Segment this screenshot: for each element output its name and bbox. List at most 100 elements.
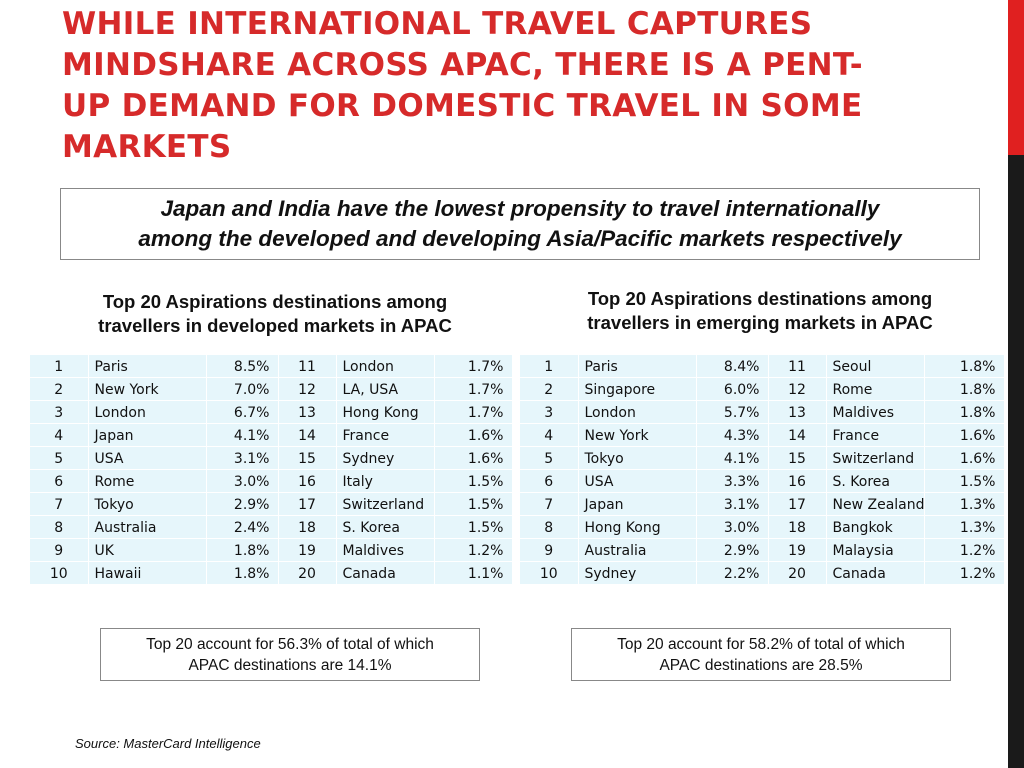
table-cell-pct: 1.8%	[924, 355, 1005, 378]
table-cell-pct: 1.7%	[434, 377, 513, 401]
table-row: 7 Japan 3.1% 17 New Zealand 1.3%	[520, 492, 1005, 516]
subtitle-line: among the developed and developing Asia/…	[138, 226, 902, 251]
table-cell-city: USA	[88, 446, 207, 470]
table-cell-rank: 5	[30, 446, 89, 470]
table-row: 1 Paris 8.4% 11 Seoul 1.8%	[520, 355, 1005, 378]
table-cell-rank: 14	[278, 423, 337, 447]
table-cell-rank: 13	[278, 400, 337, 424]
table-cell-rank: 20	[768, 561, 827, 585]
table-cell-pct: 2.9%	[696, 538, 769, 562]
table-cell-city: London	[578, 400, 697, 424]
table-cell-city: New Zealand	[826, 492, 925, 516]
emerging-summary-box: Top 20 account for 58.2% of total of whi…	[571, 628, 951, 681]
table-row: 5 USA 3.1% 15 Sydney 1.6%	[30, 446, 513, 470]
table-cell-pct: 2.9%	[206, 492, 279, 516]
table-cell-city: Singapore	[578, 377, 697, 401]
table-cell-pct: 1.1%	[434, 561, 513, 585]
table-cell-rank: 9	[520, 538, 579, 562]
table-row: 2 Singapore 6.0% 12 Rome 1.8%	[520, 377, 1005, 401]
table-cell-rank: 7	[520, 492, 579, 516]
table-cell-city: Paris	[578, 355, 697, 378]
table-cell-rank: 11	[278, 355, 337, 378]
table-row: 10 Sydney 2.2% 20 Canada 1.2%	[520, 561, 1005, 585]
table-row: 2 New York 7.0% 12 LA, USA 1.7%	[30, 377, 513, 401]
table-cell-pct: 3.1%	[696, 492, 769, 516]
table-cell-pct: 1.6%	[434, 423, 513, 447]
table-cell-city: Tokyo	[88, 492, 207, 516]
title-line: WHILE INTERNATIONAL TRAVEL CAPTURES	[62, 6, 813, 42]
table-cell-rank: 4	[30, 423, 89, 447]
table-cell-rank: 12	[768, 377, 827, 401]
title-line: MINDSHARE ACROSS APAC, THERE IS A PENT-	[62, 47, 863, 83]
table-cell-rank: 4	[520, 423, 579, 447]
table-row: 9 UK 1.8% 19 Maldives 1.2%	[30, 538, 513, 562]
developed-title-line: travellers in developed markets in APAC	[98, 315, 452, 336]
table-cell-pct: 7.0%	[206, 377, 279, 401]
table-cell-city: Sydney	[578, 561, 697, 585]
table-row: 6 USA 3.3% 16 S. Korea 1.5%	[520, 469, 1005, 493]
developed-title-line: Top 20 Aspirations destinations among	[102, 291, 448, 312]
table-cell-city: Seoul	[826, 355, 925, 378]
table-cell-pct: 1.6%	[434, 446, 513, 470]
table-row: 10 Hawaii 1.8% 20 Canada 1.1%	[30, 561, 513, 585]
table-cell-city: Maldives	[826, 400, 925, 424]
accent-bar-red	[1008, 0, 1024, 155]
table-cell-rank: 3	[520, 400, 579, 424]
table-cell-city: Canada	[826, 561, 925, 585]
table-cell-rank: 10	[520, 561, 579, 585]
table-cell-pct: 3.1%	[206, 446, 279, 470]
table-cell-pct: 1.2%	[434, 538, 513, 562]
table-cell-rank: 8	[520, 515, 579, 539]
table-cell-city: Switzerland	[336, 492, 435, 516]
table-cell-rank: 7	[30, 492, 89, 516]
table-cell-rank: 14	[768, 423, 827, 447]
table-cell-pct: 8.4%	[696, 355, 769, 378]
table-cell-city: New York	[88, 377, 207, 401]
table-row: 8 Hong Kong 3.0% 18 Bangkok 1.3%	[520, 515, 1005, 539]
table-cell-pct: 6.7%	[206, 400, 279, 424]
title-line: UP DEMAND FOR DOMESTIC TRAVEL IN SOME	[62, 88, 863, 124]
table-cell-rank: 9	[30, 538, 89, 562]
table-cell-pct: 1.3%	[924, 492, 1005, 516]
table-cell-city: New York	[578, 423, 697, 447]
developed-markets-table: 1 Paris 8.5% 11 London 1.7% 2 New York 7.0% 12 LA,…	[30, 355, 513, 585]
table-cell-city: Bangkok	[826, 515, 925, 539]
table-row: 4 New York 4.3% 14 France 1.6%	[520, 423, 1005, 447]
table-cell-city: France	[826, 423, 925, 447]
table-cell-rank: 1	[520, 355, 579, 378]
table-cell-pct: 1.8%	[206, 538, 279, 562]
table-row: 3 London 6.7% 13 Hong Kong 1.7%	[30, 400, 513, 424]
table-cell-pct: 8.5%	[206, 355, 279, 378]
table-cell-city: Tokyo	[578, 446, 697, 470]
table-cell-city: Switzerland	[826, 446, 925, 470]
table-cell-city: Maldives	[336, 538, 435, 562]
table-row: 3 London 5.7% 13 Maldives 1.8%	[520, 400, 1005, 424]
table-cell-rank: 13	[768, 400, 827, 424]
table-cell-city: Australia	[88, 515, 207, 539]
subtitle-box: Japan and India have the lowest propensi…	[60, 188, 980, 260]
table-cell-pct: 5.7%	[696, 400, 769, 424]
table-cell-pct: 4.3%	[696, 423, 769, 447]
table-cell-rank: 20	[278, 561, 337, 585]
table-cell-city: Hawaii	[88, 561, 207, 585]
developed-summary-box: Top 20 account for 56.3% of total of whi…	[100, 628, 480, 681]
table-cell-rank: 19	[768, 538, 827, 562]
table-cell-rank: 15	[768, 446, 827, 470]
table-cell-city: S. Korea	[336, 515, 435, 539]
table-row: 7 Tokyo 2.9% 17 Switzerland 1.5%	[30, 492, 513, 516]
subtitle: Japan and India have the lowest propensi…	[138, 194, 901, 254]
table-cell-city: S. Korea	[826, 469, 925, 493]
table-cell-pct: 1.8%	[206, 561, 279, 585]
table-cell-city: Japan	[578, 492, 697, 516]
table-row: 8 Australia 2.4% 18 S. Korea 1.5%	[30, 515, 513, 539]
table-cell-city: UK	[88, 538, 207, 562]
table-row: 5 Tokyo 4.1% 15 Switzerland 1.6%	[520, 446, 1005, 470]
table-cell-city: Hong Kong	[578, 515, 697, 539]
table-cell-city: Paris	[88, 355, 207, 378]
table-cell-pct: 2.4%	[206, 515, 279, 539]
table-cell-rank: 10	[30, 561, 89, 585]
table-cell-city: Italy	[336, 469, 435, 493]
emerging-title-line: Top 20 Aspirations destinations among	[587, 288, 933, 309]
table-row: 6 Rome 3.0% 16 Italy 1.5%	[30, 469, 513, 493]
table-cell-city: Sydney	[336, 446, 435, 470]
